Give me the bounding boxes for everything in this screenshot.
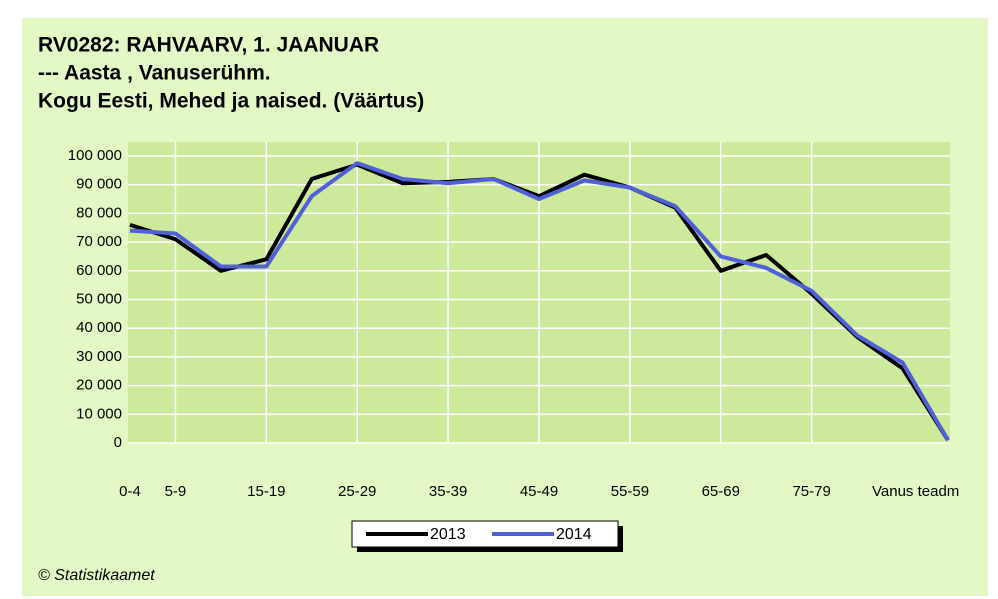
legend-label: 2014	[556, 526, 592, 543]
series-line	[129, 162, 950, 442]
y-tick-label: 100 000	[68, 147, 122, 164]
y-tick-label: 40 000	[76, 319, 122, 336]
y-tick-label: 70 000	[76, 233, 122, 250]
footer: © Statistikaamet	[38, 567, 155, 584]
x-tick-label: 25-29	[338, 483, 376, 500]
y-tick-label: 90 000	[76, 176, 122, 193]
chart-title: Kogu Eesti, Mehed ja naised. (Väärtus)	[38, 90, 424, 113]
x-tick-label: Vanus teadm	[872, 483, 959, 500]
x-tick-label: 0-4	[119, 483, 141, 500]
x-tick-label: 35-39	[429, 483, 467, 500]
y-tick-label: 30 000	[76, 348, 122, 365]
y-tick-label: 10 000	[76, 405, 122, 422]
y-tick-label: 20 000	[76, 377, 122, 394]
x-tick-label: 45-49	[520, 483, 558, 500]
series-line	[129, 161, 950, 442]
y-tick-label: 80 000	[76, 204, 122, 221]
y-tick-label: 0	[114, 434, 122, 451]
x-tick-label: 5-9	[165, 483, 187, 500]
x-tick-label: 15-19	[247, 483, 285, 500]
y-tick-label: 50 000	[76, 290, 122, 307]
y-tick-label: 60 000	[76, 262, 122, 279]
x-tick-label: 75-79	[792, 483, 830, 500]
x-tick-label: 65-69	[702, 483, 740, 500]
legend-label: 2013	[430, 526, 466, 543]
chart-title: --- Aasta , Vanuserühm.	[38, 62, 271, 85]
chart-title: RV0282: RAHVAARV, 1. JAANUAR	[38, 34, 379, 57]
x-tick-label: 55-59	[611, 483, 649, 500]
